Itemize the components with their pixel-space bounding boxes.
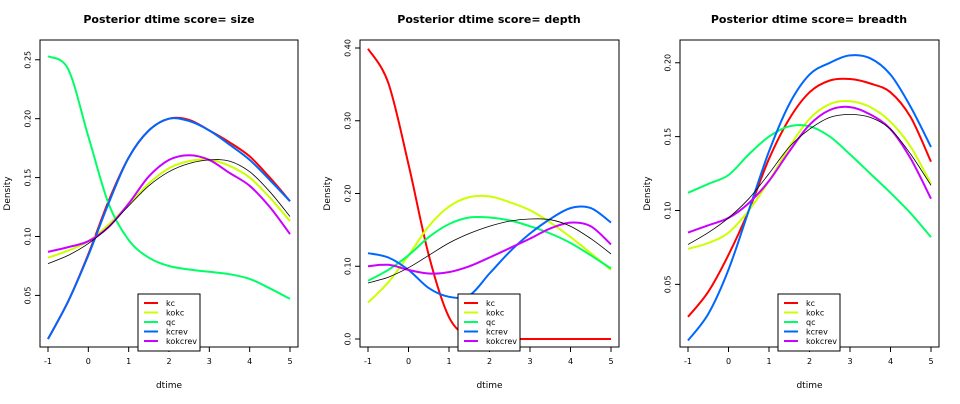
x-tick-label: 4: [888, 357, 893, 366]
y-tick-label: 0.15: [24, 169, 33, 187]
legend-label-kc: kc: [166, 299, 175, 308]
x-tick-label: 4: [568, 357, 573, 366]
x-tick-label: 3: [527, 357, 532, 366]
y-axis-label: Density: [643, 176, 653, 211]
legend-label-kc: kc: [486, 299, 495, 308]
chart-title: Posterior dtime score= breadth: [711, 13, 907, 26]
x-axis-label: dtime: [796, 381, 823, 391]
series-line-kc: [687, 77, 932, 318]
legend-label-kcrev: kcrev: [486, 328, 508, 337]
x-tick-label: 1: [766, 357, 771, 366]
panel-3: Posterior dtime score= breadth dtime Densi…: [643, 13, 940, 391]
legend-label-kokc: kokc: [806, 309, 824, 318]
x-tick-label: 4: [247, 357, 252, 366]
y-tick-label: 0.15: [664, 128, 673, 146]
legend-label-kcrev: kcrev: [166, 328, 188, 337]
legend-label-kokcrev: kokcrev: [486, 337, 517, 346]
y-tick-label: 0.10: [24, 228, 33, 246]
x-tick-label: 0: [406, 357, 411, 366]
y-tick-label: 0.40: [344, 39, 353, 57]
x-tick-label: 2: [807, 357, 812, 366]
x-tick-label: -1: [684, 357, 692, 366]
panel-1: Posterior dtime score= size dtime Density -…: [3, 13, 299, 391]
x-tick-label: 5: [608, 357, 613, 366]
x-tick-label: 2: [487, 357, 492, 366]
series-line-reference: [367, 218, 612, 284]
y-tick-label: 0.20: [23, 110, 32, 128]
x-axis-label: dtime: [156, 381, 183, 391]
legend-label-qc: qc: [166, 318, 175, 327]
y-tick-label: 0.10: [664, 202, 673, 220]
chart-title: Posterior dtime score= size: [83, 13, 254, 26]
y-tick-label: 0.20: [664, 54, 673, 72]
series-line-kokc: [687, 100, 932, 250]
x-tick-label: 5: [287, 357, 292, 366]
legend-label-kc: kc: [806, 299, 815, 308]
x-tick-label: 0: [86, 357, 91, 366]
panel-2: Posterior dtime score= depth dtime Density…: [323, 13, 620, 391]
legend-label-qc: qc: [486, 318, 495, 327]
x-axis-label: dtime: [476, 381, 503, 391]
x-tick-label: -1: [44, 357, 52, 366]
legend-label-kokcrev: kokcrev: [166, 337, 197, 346]
y-tick-label: 0.30: [344, 112, 353, 130]
legend-label-kcrev: kcrev: [806, 328, 828, 337]
series-line-kcrev: [367, 205, 612, 299]
series-line-kokc: [367, 194, 612, 304]
y-axis-label: Density: [3, 176, 13, 211]
x-tick-label: 3: [207, 357, 212, 366]
legend-label-kokc: kokc: [166, 309, 184, 318]
legend-label-kokc: kokc: [486, 309, 504, 318]
x-tick-label: 1: [446, 357, 451, 366]
legend-label-kokcrev: kokcrev: [806, 337, 837, 346]
y-tick-label: 0.20: [344, 185, 353, 203]
y-tick-label: 0.05: [24, 287, 33, 305]
series-line-qc: [47, 55, 291, 300]
series-line-kokcrev: [367, 221, 612, 275]
series-line-qc: [367, 215, 612, 282]
y-tick-label: 0.10: [344, 257, 353, 275]
x-tick-label: 1: [126, 357, 131, 366]
y-tick-label: 0.25: [24, 51, 33, 69]
series-line-reference: [47, 159, 291, 264]
legend-label-qc: qc: [806, 318, 815, 327]
x-tick-label: 3: [847, 357, 852, 366]
series-line-kokcrev: [47, 154, 291, 253]
series-line-kcrev: [47, 117, 291, 340]
series-line-qc: [687, 124, 932, 238]
y-axis-label: Density: [323, 176, 333, 211]
x-tick-label: 2: [166, 357, 171, 366]
x-tick-label: 5: [928, 357, 933, 366]
series-line-reference: [687, 114, 932, 245]
x-tick-label: -1: [364, 357, 372, 366]
x-tick-label: 0: [726, 357, 731, 366]
y-tick-label: 0.0: [344, 333, 353, 346]
y-tick-label: 0.05: [664, 275, 673, 293]
series-line-kcrev: [687, 54, 932, 342]
chart-title: Posterior dtime score= depth: [397, 13, 580, 26]
